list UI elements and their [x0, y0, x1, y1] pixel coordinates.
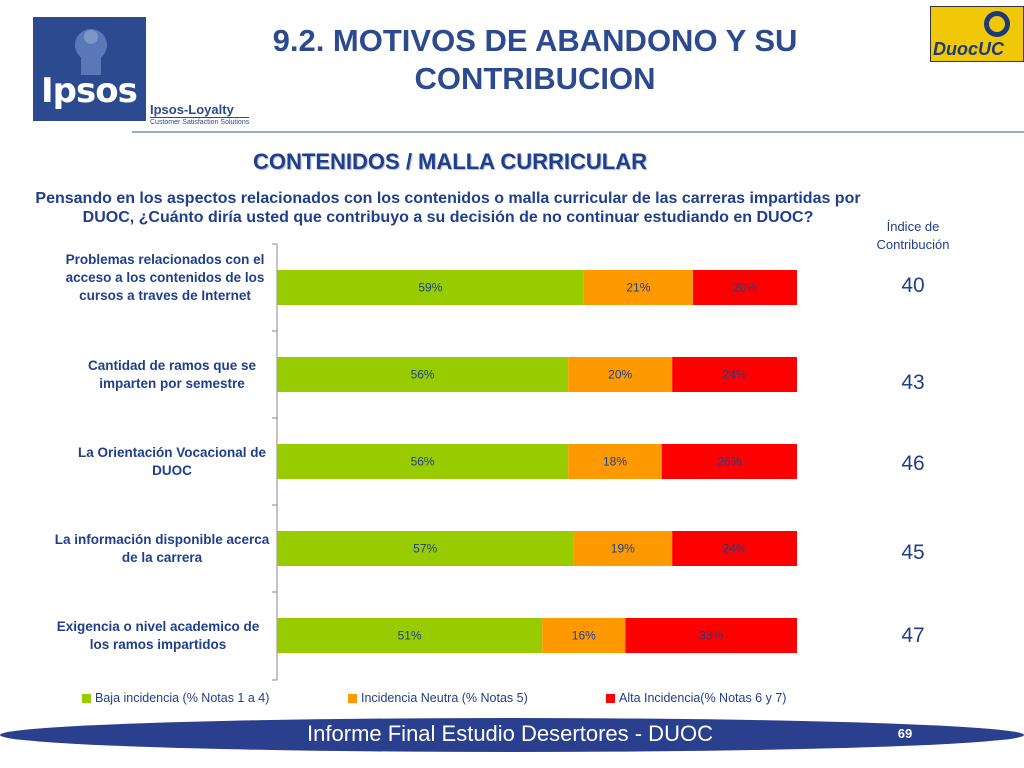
- legend-swatch: [82, 694, 91, 704]
- legend-item: Baja incidencia (% Notas 1 a 4): [82, 691, 269, 705]
- ipsos-logo-text: Ipsos: [41, 71, 138, 111]
- bar-data-label: 24%: [723, 368, 747, 382]
- bar-segment: [568, 444, 662, 479]
- bar-data-label: 59%: [418, 281, 442, 295]
- bar-data-label: 21%: [626, 281, 650, 295]
- bar-segment: [568, 357, 673, 392]
- footer-text: Informe Final Estudio Desertores - DUOC: [307, 721, 713, 746]
- page-number: 69: [897, 726, 913, 741]
- bar-segment: [583, 270, 693, 305]
- ipsos-loyalty-brand: Ipsos-Loyalty Customer Satisfaction Solu…: [150, 102, 250, 127]
- bar-segment: [542, 618, 626, 653]
- category-label: Cantidad de ramos que se imparten por se…: [87, 358, 257, 391]
- legend-swatch: [606, 694, 615, 704]
- bar-data-label: 51%: [398, 629, 422, 643]
- category-label: La Orientación Vocacional de DUOC: [77, 445, 267, 478]
- indice-header: Índice de Contribución: [876, 219, 950, 252]
- legend-label: Alta Incidencia(% Notas 6 y 7): [619, 691, 787, 705]
- legend-item: Incidencia Neutra (% Notas 5): [348, 691, 528, 705]
- indice-value: 45: [901, 541, 925, 564]
- bar-data-label: 20%: [733, 281, 757, 295]
- bar-segment: [661, 444, 797, 479]
- footer-band: [0, 718, 1024, 752]
- bar-data-label: 24%: [723, 542, 747, 556]
- bar-segment: [277, 357, 569, 392]
- bar-data-label: 57%: [413, 542, 437, 556]
- bar-segment: [625, 618, 797, 653]
- duoc-crest-icon: [984, 11, 1010, 37]
- bar-segment: [277, 531, 574, 566]
- ipsos-logo: Ipsos: [33, 17, 146, 121]
- bar-segment: [277, 444, 569, 479]
- bar-data-label: 56%: [411, 455, 435, 469]
- bar-segment: [672, 531, 797, 566]
- indice-value: 43: [901, 371, 925, 394]
- legend-item: Alta Incidencia(% Notas 6 y 7): [606, 691, 786, 705]
- bar-data-label: 33%: [699, 629, 723, 643]
- legend-label: Incidencia Neutra (% Notas 5): [361, 691, 528, 705]
- indice-value: 47: [901, 624, 925, 647]
- bar-data-label: 20%: [608, 368, 632, 382]
- ipsos-loyalty-tagline: Customer Satisfaction Solutions: [150, 117, 250, 126]
- ipsos-face-icon: [75, 29, 107, 75]
- duoc-logo-text: DuocUC: [933, 39, 1004, 59]
- bar-data-label: 26%: [717, 455, 741, 469]
- bar-segment: [277, 618, 543, 653]
- section-subtitle: CONTENIDOS / MALLA CURRICULAR: [253, 149, 647, 174]
- bar-segment: [693, 270, 797, 305]
- legend-label: Baja incidencia (% Notas 1 a 4): [95, 691, 270, 705]
- bar-data-label: 16%: [572, 629, 596, 643]
- indice-value: 40: [901, 274, 925, 297]
- category-label: Problemas relacionados con el acceso a l…: [65, 252, 265, 303]
- bar-data-label: 19%: [611, 542, 635, 556]
- bar-data-label: 18%: [603, 455, 627, 469]
- header-divider: [132, 131, 1024, 133]
- category-label: La información disponible acerca de la c…: [54, 532, 270, 565]
- duoc-logo: DuocUC: [930, 6, 1024, 62]
- page-title: 9.2. MOTIVOS DE ABANDONO Y SU CONTRIBUCI…: [272, 23, 798, 96]
- bar-segment: [672, 357, 797, 392]
- category-label: Exigencia o nivel academico de los ramos…: [56, 619, 260, 652]
- bar-segment: [573, 531, 673, 566]
- survey-question: Pensando en los aspectos relacionados co…: [35, 190, 861, 226]
- bar-data-label: 56%: [411, 368, 435, 382]
- legend-swatch: [348, 694, 357, 704]
- bar-segment: [277, 270, 584, 305]
- ipsos-loyalty-name: Ipsos-Loyalty: [150, 102, 234, 117]
- indice-value: 46: [901, 452, 925, 475]
